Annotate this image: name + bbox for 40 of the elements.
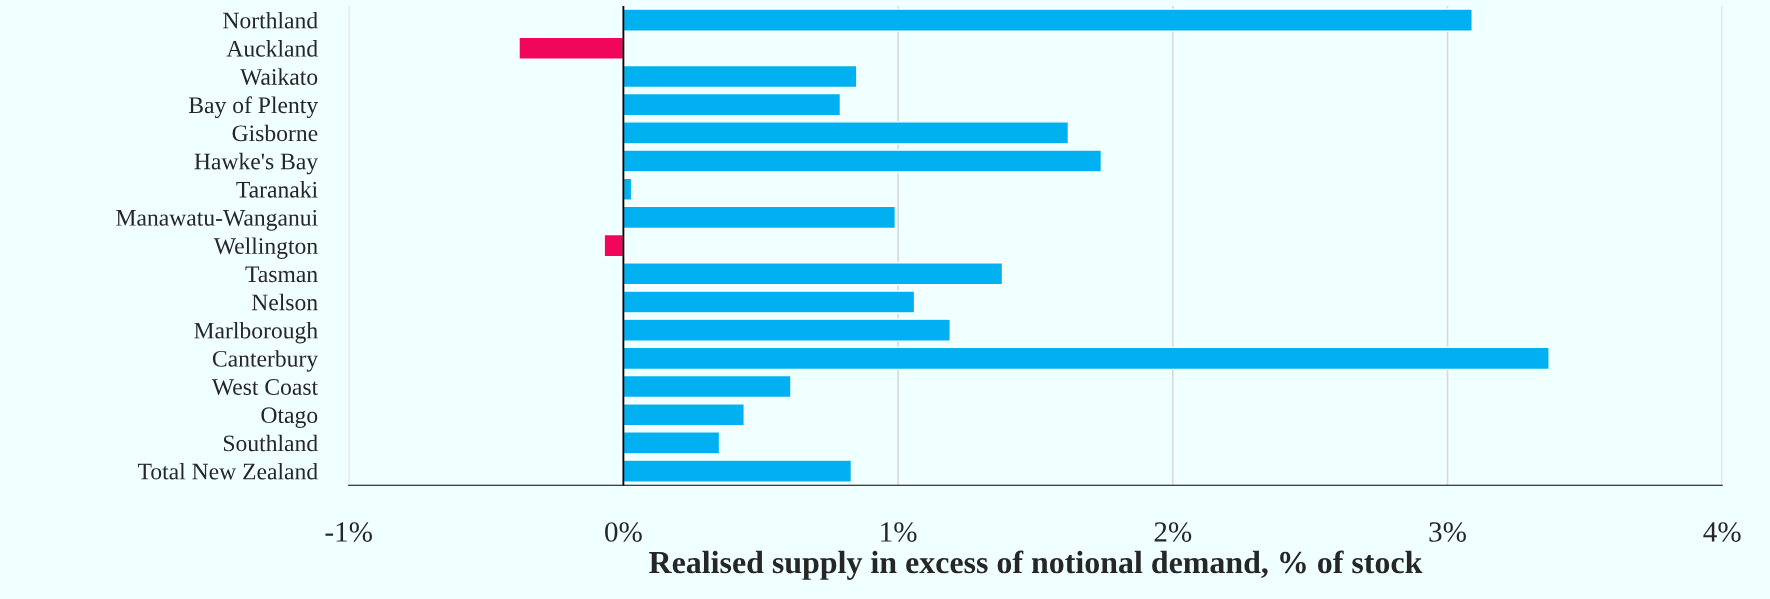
bar [603,233,625,258]
y-tick-label: Waikato [240,68,318,86]
x-axis-title: Realised supply in excess of notional demand, % of stock [649,550,1423,580]
y-tick-label: Southland [223,434,318,452]
y-tick-label: Canterbury [212,350,319,372]
bar [622,8,1473,32]
y-tick-label: Taranaki [236,181,318,198]
y-tick-label: Marlborough [194,321,318,344]
bar [622,290,916,314]
bar [622,459,853,483]
y-tick-label: Wellington [213,237,318,259]
bar [622,262,1004,286]
y-tick-label: West Coast [211,379,318,396]
bar [622,318,951,342]
y-tick-label: Northland [223,11,318,29]
bar [622,149,1103,173]
bar [622,64,858,89]
x-tick-label: 1% [881,522,917,542]
y-tick-label: Tasman [245,266,318,283]
bar [518,36,625,60]
y-tick-label: Total New Zealand [137,462,318,480]
bar [622,346,1550,371]
x-tick-label: 4% [1703,522,1741,542]
x-tick-label: 3% [1429,522,1466,542]
y-tick-label: Manawatu-Wanganui [116,209,318,231]
y-tick-label: Bay of Plenty [188,96,319,119]
y-tick-label: Gisborne [232,124,318,142]
x-tick-label: 2% [1154,522,1192,542]
bar [622,92,842,117]
bar [622,121,1070,145]
y-tick-label: Nelson [251,293,318,311]
y-tick-label: Hawke's Bay [194,152,319,175]
bar [622,403,745,427]
bar [622,374,792,399]
x-tick-label: -1% [325,522,372,542]
bar [622,205,897,230]
x-tick-label: 0% [605,522,642,542]
y-tick-label: Otago [261,407,318,428]
y-tick-label: Auckland [226,40,318,57]
bar [622,431,721,455]
